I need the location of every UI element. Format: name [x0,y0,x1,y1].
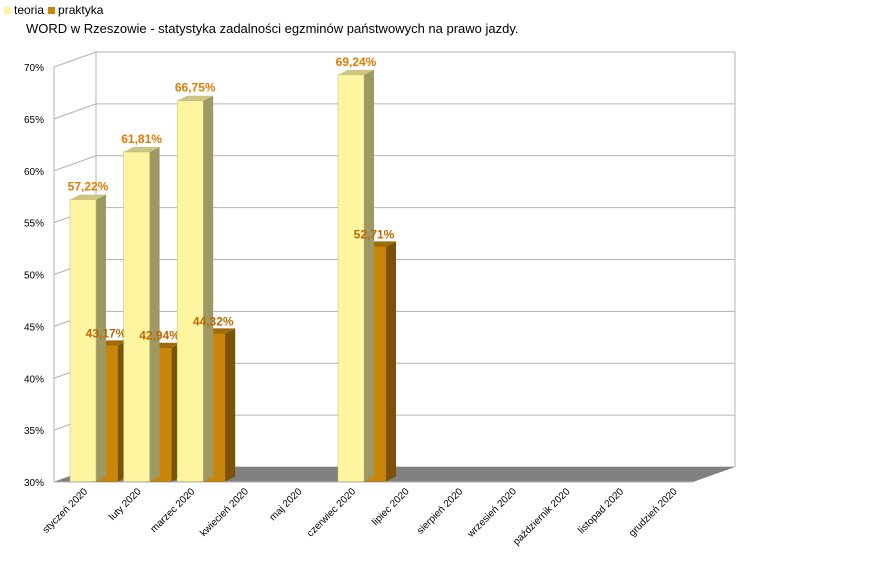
gridline-side [53,103,97,120]
bar-teoria-side [203,95,214,482]
y-tick-label: 50% [24,271,44,282]
bar-teoria-top [123,146,160,152]
x-tick-label: styczeń 2020 [41,486,91,536]
bar-teoria-top [338,69,374,75]
legend-label-praktyka: praktyka [58,3,104,17]
x-tick-label: grudzień 2020 [627,486,680,539]
x-tick-label: marzec 2020 [149,486,198,535]
x-tick-label: maj 2020 [268,486,305,523]
data-label-teoria: 66,75% [175,81,216,95]
data-label-teoria: 57,22% [68,180,109,194]
x-tick-label: listopad 2020 [576,486,626,536]
data-label-praktyka: 42,94% [139,329,180,343]
bar-teoria [176,100,204,482]
legend-swatch-praktyka [48,6,56,14]
x-tick-label: czerwiec 2020 [305,486,358,539]
bar-teoria-side [149,146,160,482]
x-tick-label: sierpień 2020 [415,486,466,537]
y-tick-label: 45% [24,322,44,333]
data-label-praktyka: 44,32% [193,314,234,328]
bar-teoria-top [70,194,106,200]
data-label-praktyka: 43,17% [86,326,127,340]
data-label-teoria: 61,81% [121,132,162,146]
legend-label-teoria: teoria [14,3,45,17]
x-tick-label: kwiecień 2020 [198,486,251,539]
data-label-praktyka: 52,71% [354,227,395,241]
y-tick-label: 70% [24,63,44,74]
bar-teoria [337,74,365,482]
chart-title: WORD w Rzeszowie - statystyka zadalności… [26,21,519,36]
x-tick-label: październik 2020 [511,486,573,548]
bar-teoria-top [177,95,214,101]
bar-praktyka-side [386,241,396,482]
y-tick-label: 40% [24,374,44,385]
legend-item-praktyka: praktyka [48,3,103,17]
gridline-side [53,155,97,172]
legend-item-teoria: teoria [4,3,44,17]
x-tick-label: wrzesień 2020 [465,486,519,540]
gridline-side [53,51,97,68]
y-tick-label: 30% [24,478,44,489]
bar-teoria-side [364,69,374,482]
x-tick-label: lipiec 2020 [370,486,412,528]
legend: teoria praktyka [4,2,107,18]
bar-teoria-side [96,194,106,482]
bar-praktyka-side [225,328,236,482]
x-tick-label: luty 2020 [107,486,144,523]
data-label-teoria: 69,24% [336,55,377,69]
bar-teoria [123,151,150,482]
legend-swatch-teoria [4,6,11,14]
y-tick-label: 60% [24,167,44,178]
y-tick-label: 65% [24,115,44,126]
y-tick-label: 55% [24,219,44,230]
bar-teoria [69,199,97,482]
y-tick-label: 35% [24,426,44,437]
